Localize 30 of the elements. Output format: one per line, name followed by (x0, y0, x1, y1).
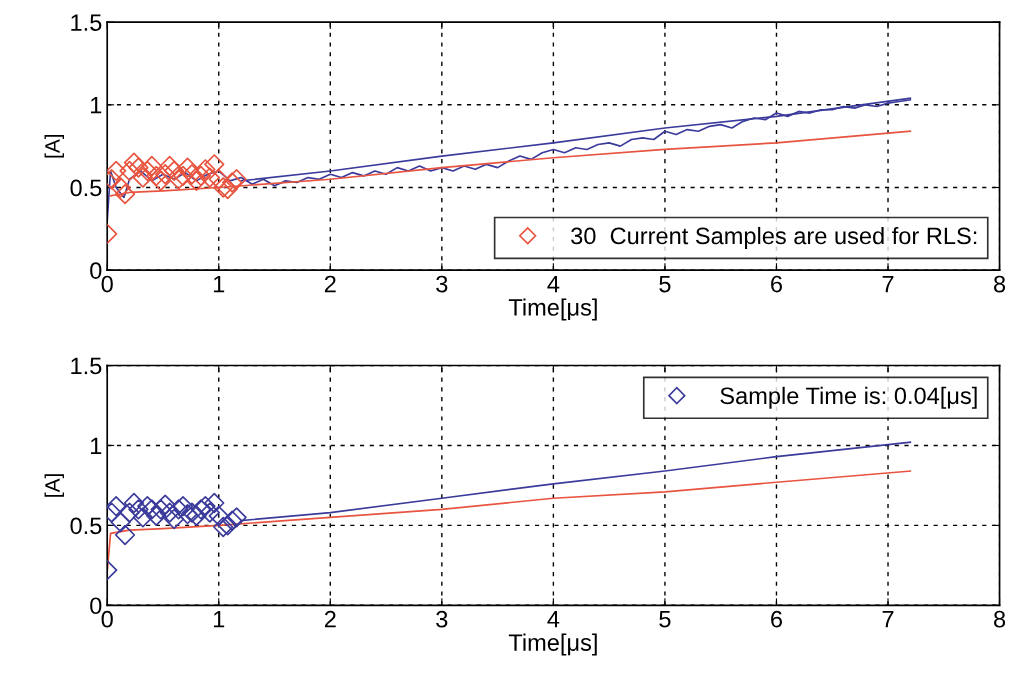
x-tick-label: 5 (659, 611, 671, 628)
y-tick-label: 0 (90, 262, 102, 279)
x-tick-label: 8 (994, 610, 1006, 628)
x-tick-label: 4 (547, 611, 560, 628)
x-tick-label: 2 (324, 610, 336, 628)
y-tick-label: 1 (91, 97, 102, 114)
y-tick-label: 0.5 (70, 179, 102, 197)
y-tick-label: 0 (90, 597, 102, 615)
x-tick-label: 1 (213, 275, 225, 293)
legend-label: 30 Current Samples are used for RLS: (571, 226, 977, 249)
x-tick-label: 1 (213, 611, 225, 628)
y-tick-label: 1 (91, 437, 102, 455)
x-tick-label: 8 (994, 275, 1006, 293)
x-axis-title: Time[μs] (508, 298, 597, 321)
legend-label: Sample Time is: 0.04[μs] (720, 386, 977, 409)
x-tick-label: 7 (882, 611, 894, 628)
y-axis-title: [A] (44, 474, 64, 497)
x-tick-label: 3 (436, 275, 448, 293)
x-tick-label: 4 (547, 275, 560, 293)
y-tick-label: 1.5 (71, 14, 102, 31)
x-tick-label: 3 (436, 610, 448, 628)
x-tick-label: 6 (771, 610, 782, 628)
y-axis-title: [A] (44, 134, 64, 158)
x-tick-label: 5 (659, 275, 671, 293)
y-tick-label: 1.5 (71, 357, 102, 375)
x-tick-label: 2 (324, 275, 336, 293)
y-tick-label: 0.5 (70, 517, 102, 535)
x-axis-title: Time[μs] (508, 633, 597, 656)
x-tick-label: 7 (882, 275, 894, 293)
x-tick-label: 6 (771, 275, 782, 293)
